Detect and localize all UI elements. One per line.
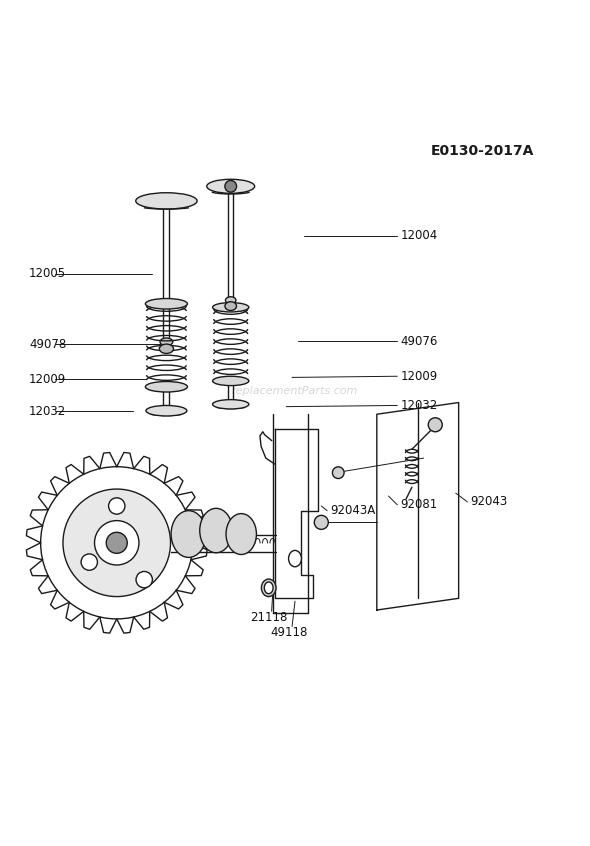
Text: 92043A: 92043A — [330, 504, 375, 517]
Ellipse shape — [145, 382, 188, 392]
Ellipse shape — [226, 514, 257, 554]
Circle shape — [332, 467, 344, 479]
Ellipse shape — [145, 299, 188, 309]
Ellipse shape — [136, 193, 197, 209]
Text: 92043: 92043 — [470, 496, 507, 508]
Circle shape — [428, 418, 442, 431]
Ellipse shape — [261, 579, 276, 596]
Text: 12032: 12032 — [29, 405, 66, 418]
Ellipse shape — [206, 179, 255, 194]
Ellipse shape — [212, 376, 249, 386]
Circle shape — [41, 467, 193, 619]
Text: E0130-2017A: E0130-2017A — [430, 144, 534, 158]
Text: 49076: 49076 — [400, 335, 438, 348]
Text: 21118: 21118 — [250, 611, 287, 624]
Text: 49118: 49118 — [270, 626, 308, 640]
Circle shape — [81, 554, 97, 570]
Text: 49078: 49078 — [29, 338, 66, 350]
Circle shape — [109, 497, 125, 514]
Circle shape — [314, 515, 328, 530]
Ellipse shape — [289, 551, 301, 567]
Circle shape — [94, 520, 139, 565]
Ellipse shape — [212, 303, 249, 312]
Ellipse shape — [200, 508, 232, 552]
Circle shape — [136, 571, 152, 588]
Text: replacementParts.com: replacementParts.com — [232, 386, 358, 396]
Text: 12032: 12032 — [400, 399, 437, 412]
Circle shape — [63, 489, 171, 596]
Ellipse shape — [159, 344, 173, 354]
Text: 12009: 12009 — [29, 373, 66, 386]
Ellipse shape — [160, 338, 173, 345]
Circle shape — [225, 180, 237, 192]
Ellipse shape — [225, 297, 236, 304]
Ellipse shape — [146, 405, 187, 416]
Ellipse shape — [225, 302, 237, 310]
Text: 92081: 92081 — [400, 498, 437, 511]
Ellipse shape — [264, 582, 273, 594]
Text: 12004: 12004 — [400, 229, 437, 243]
Text: 12005: 12005 — [29, 267, 66, 281]
Ellipse shape — [171, 511, 206, 558]
Ellipse shape — [212, 399, 249, 409]
Circle shape — [106, 532, 127, 553]
Text: 12009: 12009 — [400, 370, 437, 382]
